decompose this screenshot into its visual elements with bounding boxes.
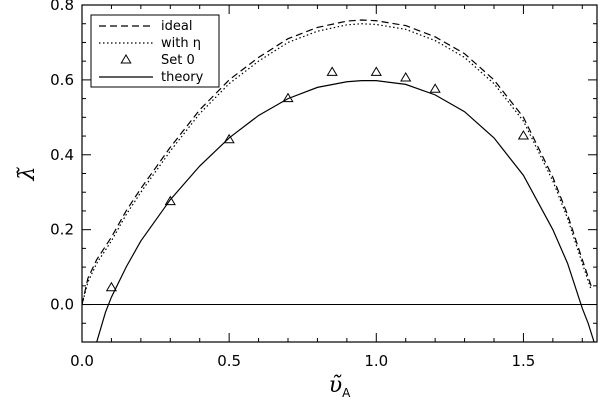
series-line-dashed bbox=[82, 19, 592, 305]
series-line-dotted bbox=[82, 23, 592, 305]
legend-label: theory bbox=[161, 70, 204, 85]
legend-label: Set 0 bbox=[161, 53, 195, 68]
x-tick-label: 0.0 bbox=[70, 352, 94, 370]
legend-box bbox=[90, 14, 220, 88]
set0-point-5 bbox=[370, 66, 382, 76]
legend: ideal with η Set 0 theory bbox=[90, 14, 220, 88]
set0-point-4 bbox=[326, 66, 338, 76]
legend-label: with η bbox=[161, 36, 201, 51]
x-axis-label-sub: A bbox=[342, 386, 351, 400]
legend-label: ideal bbox=[161, 19, 192, 34]
set0-point-6 bbox=[400, 72, 412, 82]
y-tick-label: 0.6 bbox=[50, 71, 74, 89]
set0-point-8 bbox=[517, 130, 530, 140]
x-axis-label: υ̃A bbox=[329, 373, 351, 400]
set0-point-0 bbox=[105, 281, 118, 292]
set0-point-2 bbox=[223, 133, 235, 144]
axes: 0.0 0.5 1.0 1.5 0.0 0.2 0.4 0.6 0.8 bbox=[50, 0, 598, 370]
y-tick-label: 0.4 bbox=[50, 146, 74, 164]
legend-swatch-markers bbox=[120, 54, 132, 64]
y-tick-label: 0.0 bbox=[50, 296, 74, 314]
set0-point-1 bbox=[164, 195, 176, 206]
y-axis-label: λ̃ bbox=[15, 167, 40, 182]
x-axis-label-main: υ̃ bbox=[329, 373, 342, 398]
set0-point-7 bbox=[429, 83, 441, 93]
x-tick-label: 1.0 bbox=[364, 352, 388, 370]
x-tick-label: 0.5 bbox=[217, 352, 241, 370]
plot-marks bbox=[82, 19, 597, 342]
series-line-solid bbox=[96, 80, 595, 342]
x-tick-label: 1.5 bbox=[511, 352, 535, 370]
y-tick-label: 0.2 bbox=[50, 221, 74, 239]
y-tick-label: 0.8 bbox=[50, 0, 74, 14]
